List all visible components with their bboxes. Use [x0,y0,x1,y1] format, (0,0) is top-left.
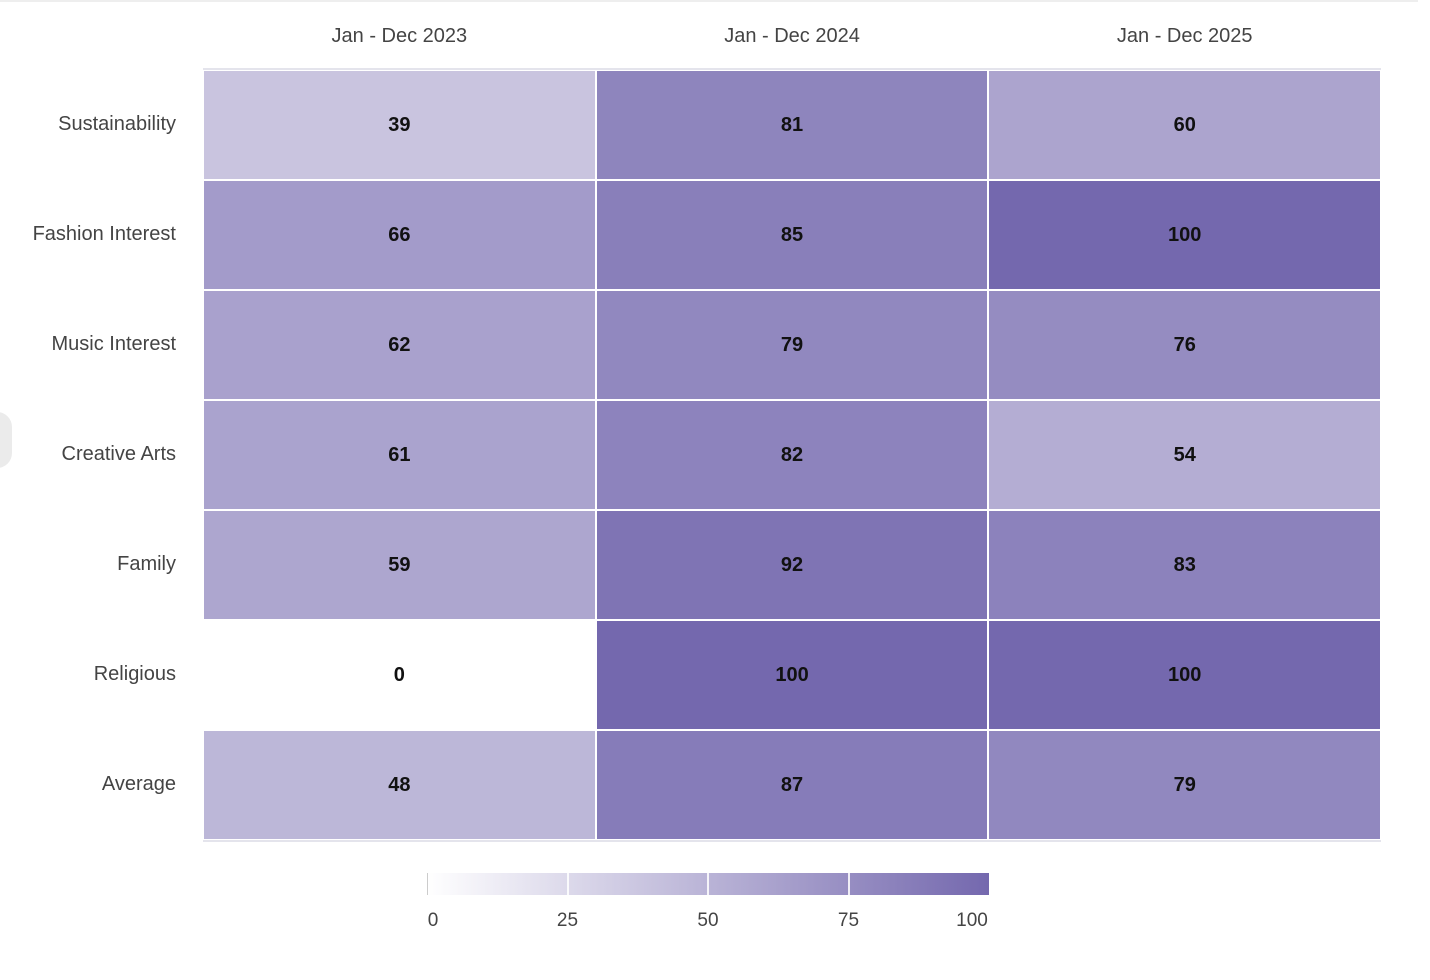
row-label-creative-arts: Creative Arts [61,443,176,465]
legend-divider [707,873,709,895]
column-header-jan-dec-2023: Jan - Dec 2023 [331,25,468,47]
cell-value-label: 48 [388,773,411,796]
cell-value-label: 0 [393,663,405,686]
heatmap-cell-music-interest-2[interactable]: 79 [595,290,989,400]
legend-divider [566,873,569,895]
heatmap-cell-religious-3[interactable]: 100 [988,620,1382,730]
heatmap-cell-sustainability-2[interactable]: 81 [595,70,989,180]
heatmap-cell-sustainability-3[interactable]: 60 [988,70,1382,180]
legend-tick-label: 75 [837,910,860,931]
grid-top-rule [203,68,1381,70]
heatmap-cell-music-interest-3[interactable]: 76 [988,290,1382,400]
cell-value-label: 62 [388,333,411,356]
row-label-religious: Religious [93,663,176,685]
heatmap-cell-average-2[interactable]: 87 [595,730,989,840]
legend-tick-label: 25 [556,910,579,931]
heatmap-cell-fashion-interest-3[interactable]: 100 [988,180,1382,290]
grid-bottom-rule [203,840,1381,842]
cell-value-label: 92 [780,553,804,576]
cell-value-label: 54 [1173,443,1196,466]
legend-tick-label: 100 [956,910,988,931]
legend-divider [847,873,850,895]
cell-value-label: 83 [1173,553,1196,576]
cell-value-label: 85 [780,223,804,246]
row-label-family: Family [117,553,176,575]
cell-value-label: 59 [388,553,411,576]
cell-value-label: 79 [780,333,804,356]
legend-start-marker [427,873,428,895]
cell-value-label: 79 [1173,773,1196,796]
cell-value-label: 39 [388,113,411,136]
cell-value-label: 100 [1168,663,1202,686]
heatmap-cell-fashion-interest-1[interactable]: 66 [203,180,596,290]
cell-value-label: 82 [780,443,804,466]
cell-value-label: 81 [780,113,804,136]
heatmap-cell-sustainability-1[interactable]: 39 [203,70,596,180]
heatmap-cell-music-interest-1[interactable]: 62 [203,290,596,400]
heatmap-cell-fashion-interest-2[interactable]: 85 [595,180,989,290]
side-panel-handle[interactable] [0,412,12,468]
cell-value-label: 61 [388,443,411,466]
row-label-sustainability: Sustainability [58,113,176,135]
cell-value-label: 87 [780,773,804,796]
heatmap-cell-religious-2[interactable]: 100 [595,620,989,730]
cell-value-label: 66 [388,223,411,246]
row-label-average: Average [101,773,176,795]
cell-value-label: 60 [1173,113,1196,136]
legend-tick-label: 0 [427,910,439,931]
column-header-jan-dec-2025: Jan - Dec 2025 [1116,25,1253,47]
row-label-music-interest: Music Interest [51,333,176,355]
column-header-jan-dec-2024: Jan - Dec 2024 [724,25,860,47]
heatmap-cell-average-3[interactable]: 79 [988,730,1382,840]
top-divider [0,0,1418,2]
heatmap-cell-creative-arts-1[interactable]: 61 [203,400,596,510]
cell-value-label: 100 [1168,223,1202,246]
row-label-fashion-interest: Fashion Interest [32,223,176,245]
cell-value-label: 100 [775,663,809,686]
heatmap-cell-creative-arts-3[interactable]: 54 [988,400,1382,510]
legend-tick-label: 50 [697,910,719,931]
heatmap-cell-religious-1[interactable]: 0 [203,620,596,730]
heatmap-cell-family-1[interactable]: 59 [203,510,596,620]
cell-value-label: 76 [1173,333,1196,356]
heatmap-cell-family-2[interactable]: 92 [595,510,989,620]
heatmap-cell-creative-arts-2[interactable]: 82 [595,400,989,510]
heatmap-cell-average-1[interactable]: 48 [203,730,596,840]
heatmap-cell-family-3[interactable]: 83 [988,510,1382,620]
